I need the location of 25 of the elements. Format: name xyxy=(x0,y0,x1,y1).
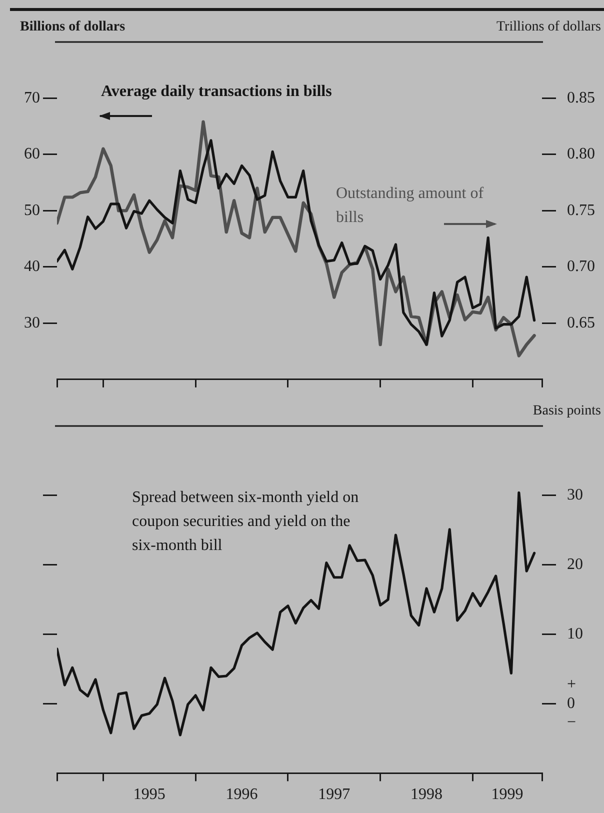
y2-tick-label: 0.65 xyxy=(567,314,595,332)
y2-axis-title: Basis points xyxy=(532,404,601,419)
x-tick-label: 1996 xyxy=(226,786,258,804)
y2-axis-title: Trillions of dollars xyxy=(496,20,601,35)
text: Average daily transactions in bills xyxy=(101,83,332,100)
x-tick-label: 1995 xyxy=(133,786,166,804)
y2-tick-label: 20 xyxy=(567,556,583,574)
y2-tick-label: 0.70 xyxy=(567,258,595,276)
series-label: Outstanding amount of bills xyxy=(336,185,484,226)
y-tick-label: 70 xyxy=(24,89,40,106)
x-tick-label: 1999 xyxy=(491,786,524,804)
y2-tick-label: 0.75 xyxy=(567,202,595,219)
y2-tick-label: 0.80 xyxy=(567,146,595,163)
y-tick-label: 30 xyxy=(24,314,40,332)
y-axis-title: Billions of dollars xyxy=(20,20,126,35)
y2-tick-label: + 0 − xyxy=(567,676,576,732)
y-tick-label: 50 xyxy=(24,202,40,219)
y-tick-label: 60 xyxy=(24,146,40,163)
y2-tick-label: 10 xyxy=(567,626,583,643)
x-tick-label: 1998 xyxy=(410,786,443,804)
y-tick-label: 40 xyxy=(24,258,40,276)
y2-tick-label: 0.85 xyxy=(567,89,595,106)
x-tick-label: 1997 xyxy=(318,786,350,804)
series-label: Spread between six-month yield on coupon securities and yield on the six-month bill xyxy=(132,489,359,554)
y2-tick-label: 30 xyxy=(567,486,583,504)
